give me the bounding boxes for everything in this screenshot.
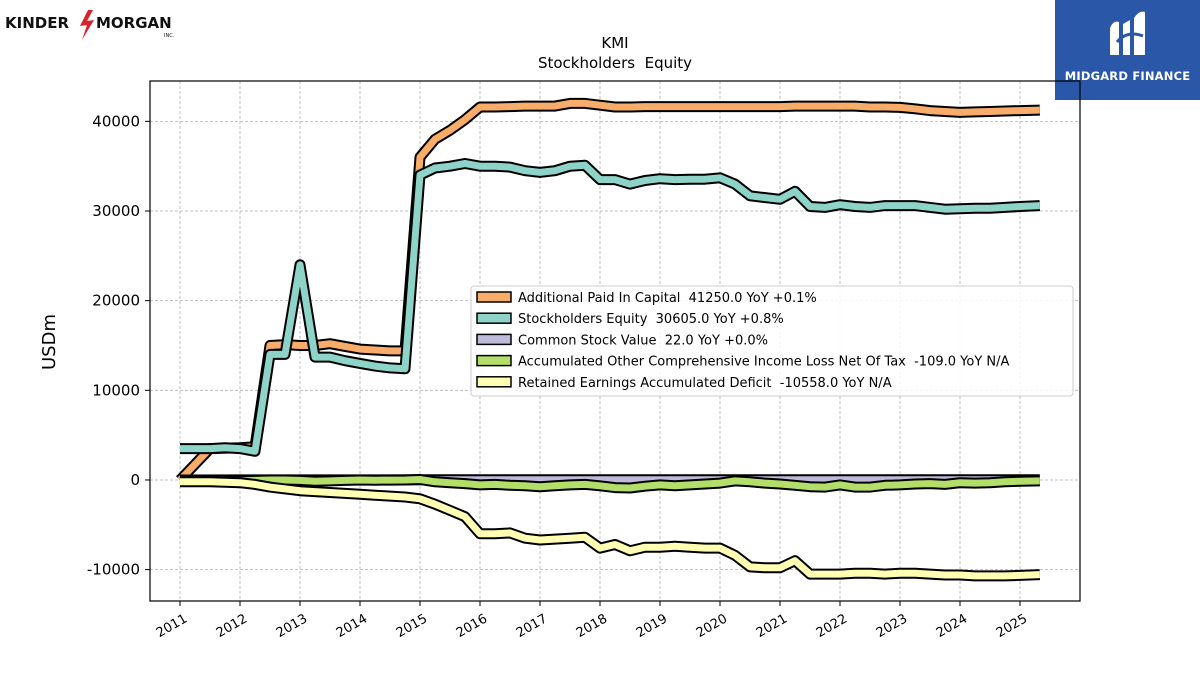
y-tick-label-0: -10000 <box>87 561 140 579</box>
legend-swatch-2 <box>476 333 512 346</box>
legend-swatch-1 <box>476 312 512 324</box>
chart-title: KMI <box>601 34 628 52</box>
legend-box <box>470 285 1074 397</box>
brand-name-text: MIDGARD FINANCE <box>1064 69 1191 83</box>
legend-label-1: Stockholders Equity 30605.0 YoY +0.8% <box>518 312 784 327</box>
legend-swatch-4 <box>476 376 512 388</box>
plot-frame <box>149 80 1081 602</box>
y-tick-label-1: 0 <box>130 471 140 489</box>
y-tick-label-4: 30000 <box>92 202 140 220</box>
y-tick-label-3: 20000 <box>92 292 140 310</box>
series-layer <box>176 97 1041 582</box>
legend: Additional Paid In Capital 41250.0 YoY +… <box>470 285 1074 397</box>
x-tick-label-11: 2022 <box>814 611 850 641</box>
logo-text-kinder: KINDER <box>5 14 69 32</box>
x-tick-label-1: 2012 <box>214 611 250 641</box>
x-tick-label-6: 2017 <box>514 611 550 641</box>
kinder-morgan-logo: KINDER MORGAN INC. <box>5 10 175 40</box>
midgard-finance-logo: MIDGARD FINANCE <box>1055 0 1200 100</box>
y-tick-label-5: 40000 <box>92 112 140 130</box>
legend-swatch-0 <box>476 291 512 303</box>
x-tick-label-13: 2024 <box>934 611 970 641</box>
chart-subtitle: Stockholders Equity <box>538 54 692 72</box>
x-tick-label-8: 2019 <box>634 611 670 641</box>
x-tick-label-7: 2018 <box>574 611 610 641</box>
series-line-0 <box>177 99 1040 483</box>
y-axis-label: USDm <box>39 314 60 370</box>
legend-label-3: Accumulated Other Comprehensive Income L… <box>518 355 1009 370</box>
logo-text-morgan: MORGAN <box>96 14 172 32</box>
legend-label-0: Additional Paid In Capital 41250.0 YoY +… <box>518 291 817 306</box>
series-line-1 <box>180 160 1040 455</box>
x-tick-label-4: 2015 <box>394 611 430 641</box>
x-tick-label-2: 2013 <box>274 611 310 641</box>
x-tick-label-9: 2020 <box>694 611 730 641</box>
y-axis: -10000 0 10000 20000 30000 40000 <box>87 112 150 579</box>
midgard-emblem-icon <box>1110 11 1145 56</box>
lightning-icon <box>80 10 94 40</box>
x-tick-label-5: 2016 <box>454 611 490 641</box>
legend-label-4: Retained Earnings Accumulated Deficit -1… <box>518 376 892 391</box>
series-line-3 <box>179 476 1040 492</box>
x-axis: 2011 2012 2013 2014 2015 2016 2017 2018 2019 2020… <box>154 601 1030 641</box>
legend-label-2: Common Stock Value 22.0 YoY +0.0% <box>518 333 768 348</box>
series-line-4 <box>180 478 1040 580</box>
series-outline-4 <box>180 476 1041 582</box>
x-tick-label-10: 2021 <box>754 611 790 641</box>
x-tick-label-0: 2011 <box>154 611 190 641</box>
x-tick-label-12: 2023 <box>874 611 910 641</box>
legend-swatch-3 <box>476 354 512 367</box>
logo-text-inc: INC. <box>164 33 175 39</box>
x-tick-label-14: 2025 <box>994 611 1030 641</box>
y-tick-label-2: 10000 <box>92 381 140 399</box>
x-tick-label-3: 2014 <box>334 611 370 641</box>
